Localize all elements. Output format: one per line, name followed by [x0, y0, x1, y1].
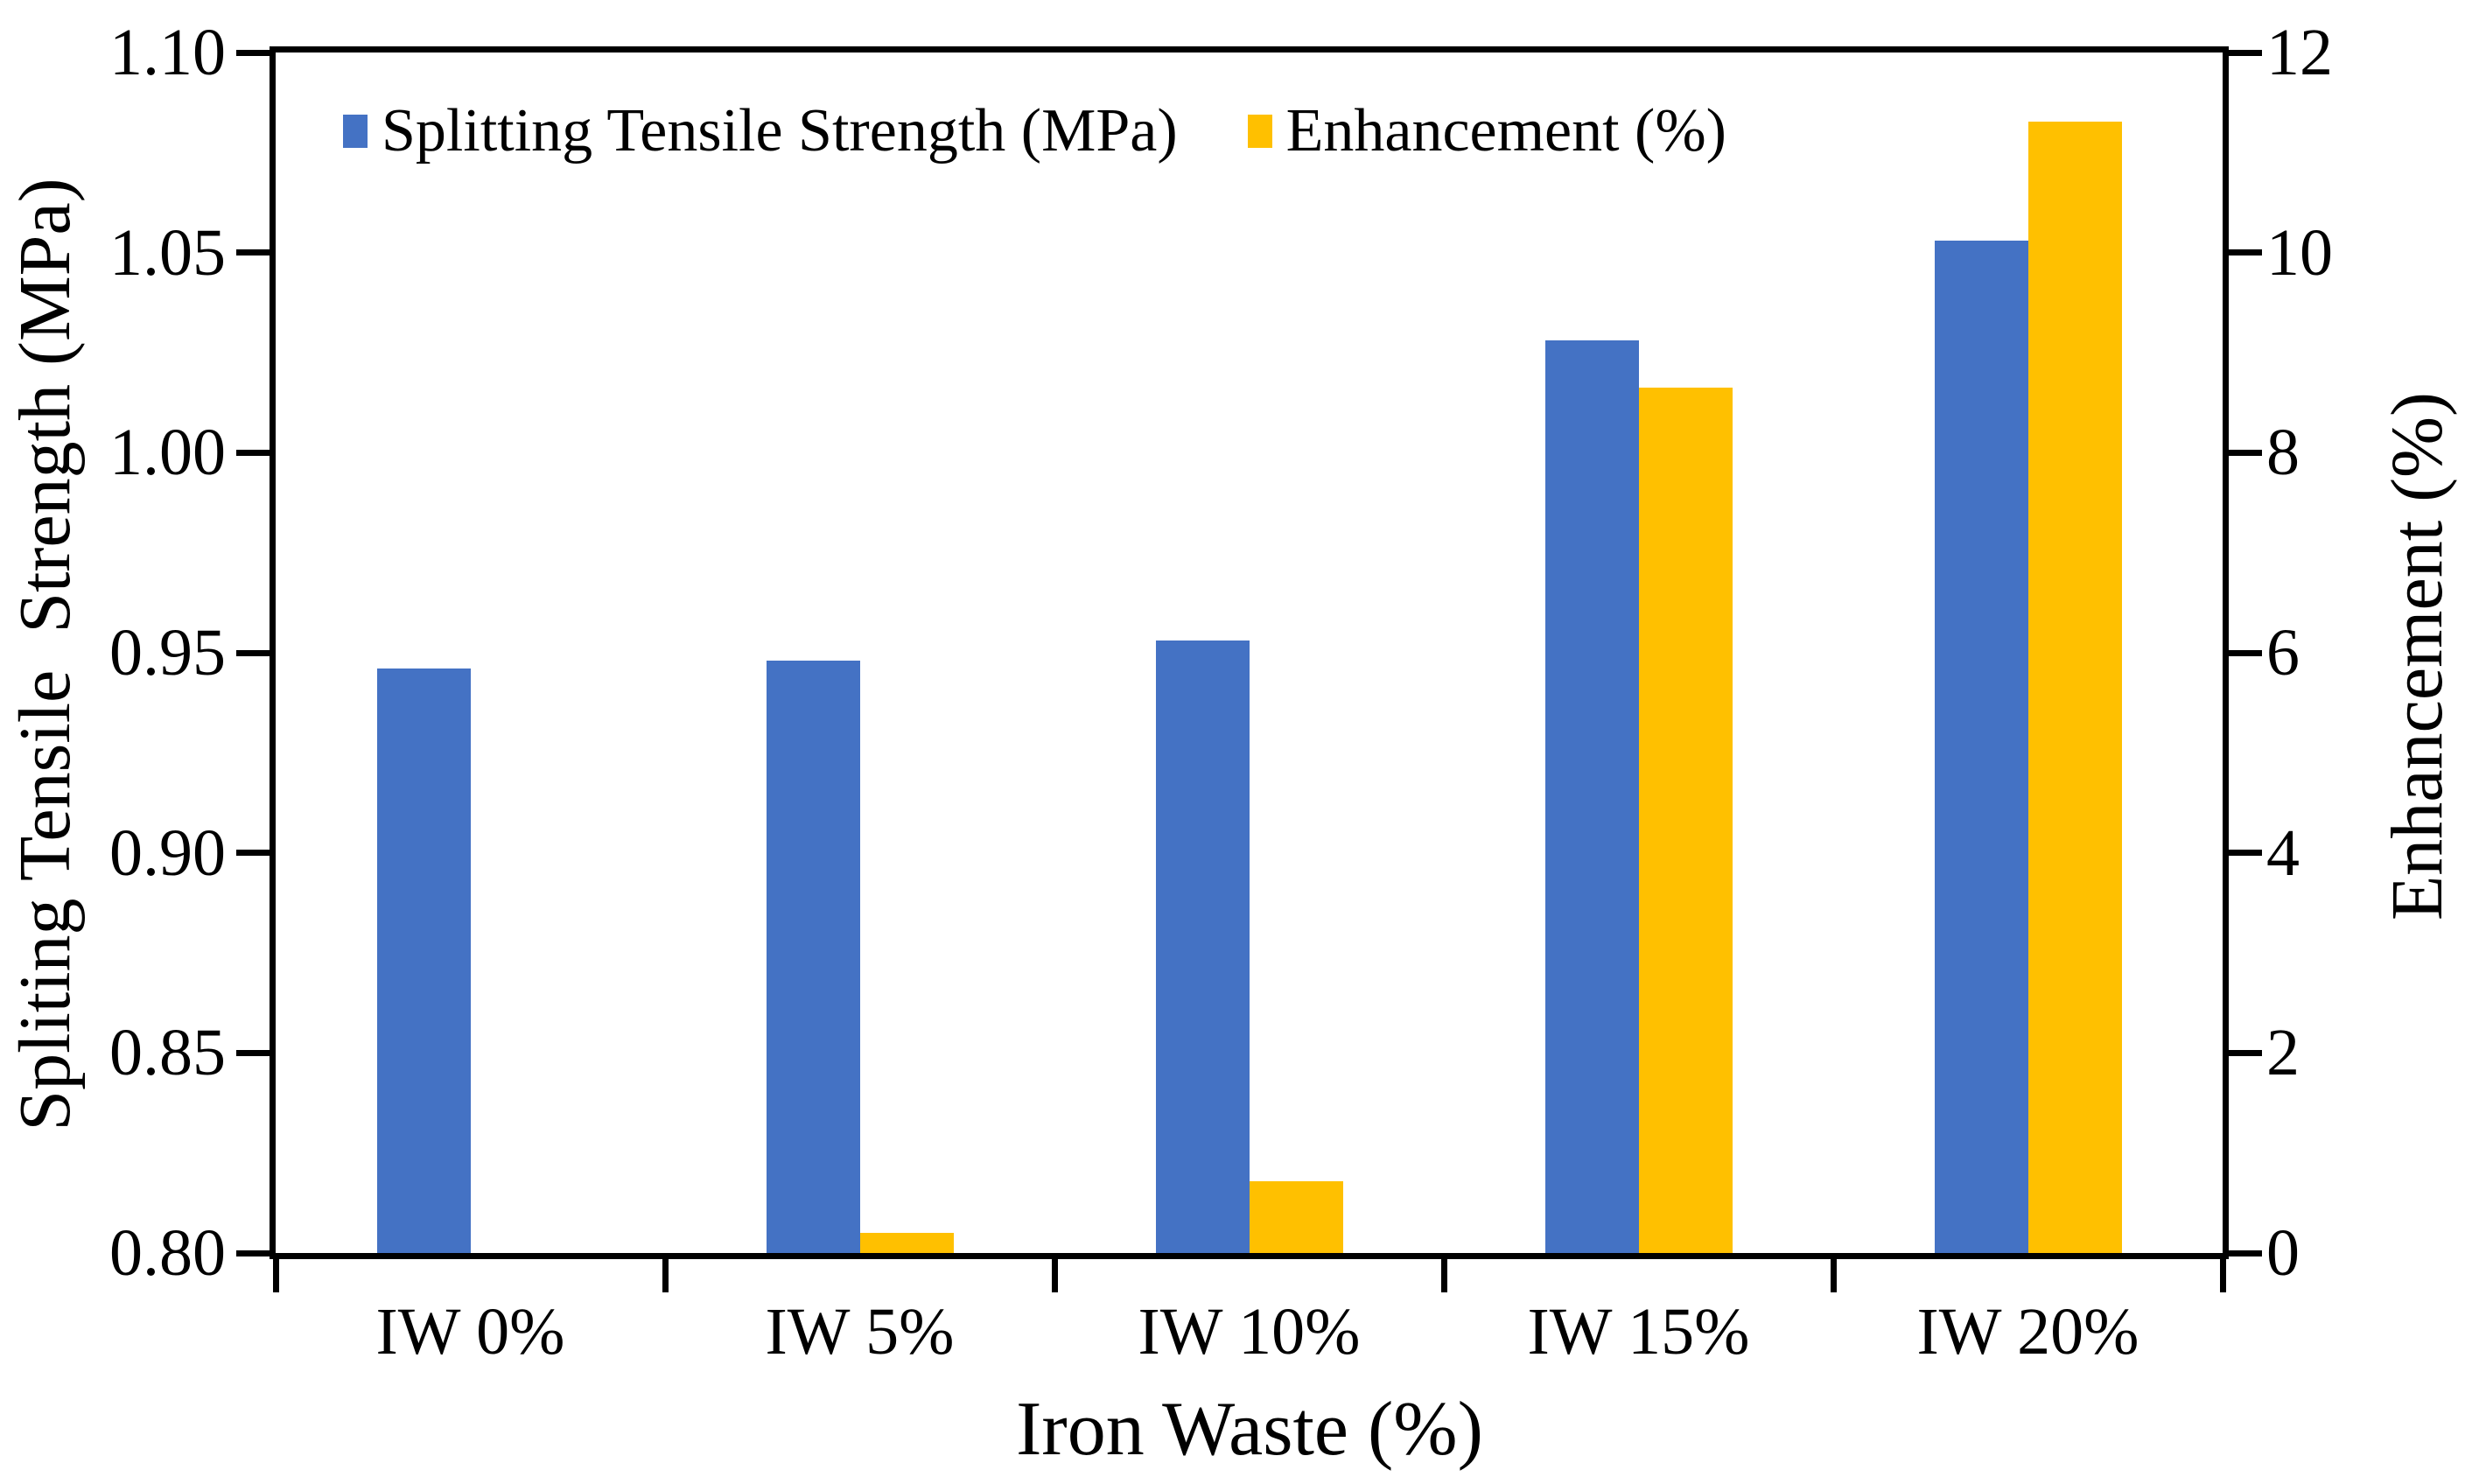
- bar-enhancement-iw-20: [2027, 121, 2122, 1253]
- x-axis-tick: [1440, 1259, 1447, 1292]
- y-axis-tick-right: [2229, 850, 2262, 857]
- right-axis-tick-label: 2: [2266, 1016, 2300, 1090]
- plot-area-frame: [270, 46, 2229, 1259]
- left-axis-tick-label: 1.00: [109, 416, 226, 490]
- x-axis-title: Iron Waste (%): [1016, 1387, 1483, 1472]
- bar-enhancement-iw-15: [1638, 388, 1733, 1253]
- left-axis-tick-label: 0.80: [109, 1216, 226, 1290]
- bar-splitting-tensile-strength-mpa-iw-20: [1934, 240, 2028, 1253]
- left-axis-tick-label: 0.95: [109, 616, 226, 690]
- legend-entry-splitting-tensile-strength-mpa: Splitting Tensile Strength (MPa): [343, 96, 1178, 166]
- y-axis-tick-left: [236, 449, 270, 456]
- bar-enhancement-iw-10: [1249, 1180, 1343, 1253]
- y-axis-tick-right: [2229, 1049, 2262, 1056]
- bar-splitting-tensile-strength-mpa-iw-10: [1155, 640, 1250, 1253]
- left-axis-tick-label: 0.85: [109, 1016, 226, 1090]
- y-axis-tick-left: [236, 1250, 270, 1256]
- right-axis-tick-label: 12: [2266, 16, 2333, 89]
- x-axis-tick: [2219, 1259, 2226, 1292]
- x-axis-tick: [272, 1259, 279, 1292]
- x-axis-tick: [1830, 1259, 1837, 1292]
- bar-enhancement-iw-5: [859, 1233, 954, 1253]
- left-axis-tick-label: 0.90: [109, 816, 226, 890]
- y-axis-tick-right: [2229, 649, 2262, 656]
- bar-splitting-tensile-strength-mpa-iw-15: [1544, 340, 1639, 1253]
- y-axis-tick-right: [2229, 1250, 2262, 1256]
- legend-swatch-enhancement: [1247, 115, 1272, 148]
- y-axis-tick-left: [236, 649, 270, 656]
- right-axis-tick-label: 6: [2266, 616, 2300, 690]
- category-label-iw-10: IW 10%: [1138, 1295, 1361, 1368]
- category-label-iw-5: IW 5%: [765, 1295, 955, 1368]
- legend-label: Splitting Tensile Strength (MPa): [382, 97, 1178, 164]
- y-axis-tick-left: [236, 249, 270, 256]
- category-label-iw-0: IW 0%: [375, 1295, 565, 1368]
- y-axis-tick-left: [236, 49, 270, 56]
- legend-label: Enhancement (%): [1285, 97, 1726, 164]
- x-axis-tick: [1051, 1259, 1058, 1292]
- legend-swatch-splitting-tensile-strength-mpa: [343, 115, 368, 148]
- bar-splitting-tensile-strength-mpa-iw-5: [766, 661, 860, 1253]
- left-axis-tick-label: 1.05: [109, 215, 226, 290]
- right-axis-tick-label: 8: [2266, 416, 2300, 490]
- legend-entry-enhancement: Enhancement (%): [1247, 96, 1726, 166]
- chart-legend: Splitting Tensile Strength (MPa) Enhancem…: [343, 96, 1726, 166]
- bar-splitting-tensile-strength-mpa-iw-0: [376, 668, 471, 1253]
- x-axis-tick: [662, 1259, 669, 1292]
- y-axis-tick-right: [2229, 49, 2262, 56]
- y-axis-tick-right: [2229, 449, 2262, 456]
- left-axis-tick-label: 1.10: [109, 16, 226, 89]
- y-axis-tick-right: [2229, 249, 2262, 256]
- y-axis-tick-left: [236, 850, 270, 857]
- right-axis-tick-label: 0: [2266, 1216, 2300, 1290]
- category-label-iw-15: IW 15%: [1527, 1295, 1750, 1368]
- right-axis-tick-label: 10: [2266, 215, 2333, 290]
- y-axis-tick-left: [236, 1049, 270, 1056]
- category-label-iw-20: IW 20%: [1916, 1295, 2139, 1368]
- right-axis-tick-label: 4: [2266, 816, 2300, 890]
